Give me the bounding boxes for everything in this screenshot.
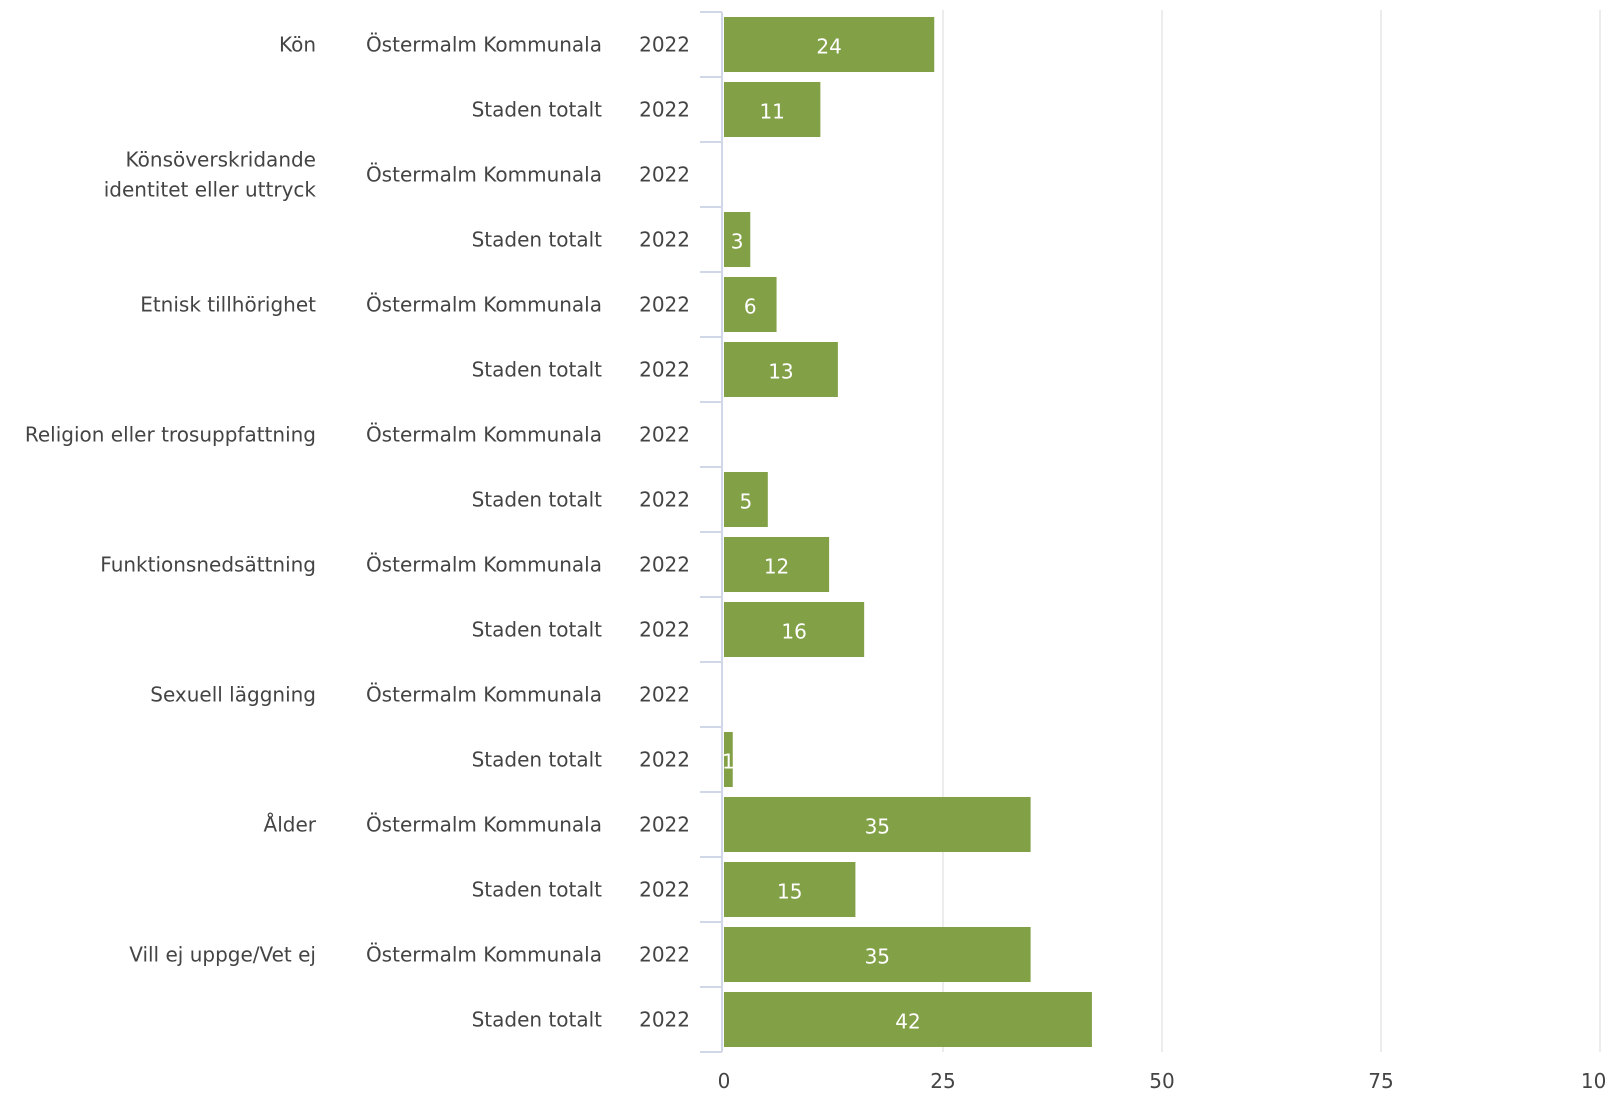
x-tick-label: 0 xyxy=(718,1069,731,1093)
bar xyxy=(724,472,768,527)
bar-value-label: 3 xyxy=(731,230,744,254)
unit-label: Östermalm Kommunala xyxy=(366,163,602,187)
year-label: 2022 xyxy=(639,423,690,447)
bar xyxy=(724,342,838,397)
unit-label: Staden totalt xyxy=(472,358,603,382)
year-label: 2022 xyxy=(639,943,690,967)
year-label: 2022 xyxy=(639,33,690,57)
category-label: Sexuell läggning xyxy=(150,683,316,707)
bar-value-label: 12 xyxy=(764,555,789,579)
bar-value-label: 13 xyxy=(768,360,793,384)
unit-label: Staden totalt xyxy=(472,488,603,512)
unit-label: Östermalm Kommunala xyxy=(366,813,602,837)
bar-value-label: 6 xyxy=(744,295,757,319)
x-axis-ticks: 0 25 50 75 100 xyxy=(718,1069,1606,1093)
year-label: 2022 xyxy=(639,358,690,382)
category-label: Etnisk tillhörighet xyxy=(140,293,316,317)
bar xyxy=(724,82,821,137)
x-tick-label: 100 xyxy=(1581,1069,1606,1093)
unit-label: Östermalm Kommunala xyxy=(366,293,602,317)
bar-value-label: 35 xyxy=(865,945,890,969)
year-label: 2022 xyxy=(639,553,690,577)
unit-label: Staden totalt xyxy=(472,748,603,772)
category-label: Vill ej uppge/Vet ej xyxy=(129,943,316,967)
year-label: 2022 xyxy=(639,683,690,707)
year-label: 2022 xyxy=(639,813,690,837)
bar xyxy=(724,17,935,72)
unit-label: Östermalm Kommunala xyxy=(366,683,602,707)
year-label: 2022 xyxy=(639,163,690,187)
bar xyxy=(724,212,751,267)
year-label: 2022 xyxy=(639,1008,690,1032)
x-tick-label: 50 xyxy=(1149,1069,1174,1093)
bar xyxy=(724,862,856,917)
bar xyxy=(724,602,865,657)
category-label: Kön xyxy=(279,33,316,57)
bar xyxy=(724,797,1031,852)
bar xyxy=(724,732,733,787)
bar-value-label: 1 xyxy=(722,750,735,774)
unit-label: Staden totalt xyxy=(472,878,603,902)
bar-value-label: 16 xyxy=(781,620,806,644)
x-tick-label: 75 xyxy=(1368,1069,1393,1093)
category-label: Könsöverskridande xyxy=(126,148,316,172)
year-label: 2022 xyxy=(639,618,690,642)
bar-value-label: 24 xyxy=(816,35,841,59)
year-label: 2022 xyxy=(639,488,690,512)
category-label: identitet eller uttryck xyxy=(104,178,317,202)
year-label: 2022 xyxy=(639,98,690,122)
unit-label: Östermalm Kommunala xyxy=(366,943,602,967)
gridlines xyxy=(942,10,1601,1052)
bar xyxy=(724,277,777,332)
category-label: Funktionsnedsättning xyxy=(100,553,316,577)
unit-label: Staden totalt xyxy=(472,98,603,122)
unit-label: Staden totalt xyxy=(472,228,603,252)
unit-label: Staden totalt xyxy=(472,1008,603,1032)
unit-label: Staden totalt xyxy=(472,618,603,642)
year-label: 2022 xyxy=(639,293,690,317)
unit-label: Östermalm Kommunala xyxy=(366,553,602,577)
category-labels: Kön Östermalm Kommunala 2022 Staden totalt 2… xyxy=(25,33,690,1032)
category-label: Ålder xyxy=(264,813,317,837)
bar-value-label: 15 xyxy=(777,880,802,904)
category-label: Religion eller trosuppfattning xyxy=(25,423,316,447)
bar-value-label: 42 xyxy=(895,1010,920,1034)
year-label: 2022 xyxy=(639,878,690,902)
year-label: 2022 xyxy=(639,228,690,252)
bar-value-label: 5 xyxy=(740,490,753,514)
unit-label: Östermalm Kommunala xyxy=(366,33,602,57)
category-axis xyxy=(700,11,723,1053)
x-tick-label: 25 xyxy=(930,1069,955,1093)
unit-label: Östermalm Kommunala xyxy=(366,423,602,447)
year-label: 2022 xyxy=(639,748,690,772)
bar-value-label: 11 xyxy=(759,100,784,124)
bar xyxy=(724,927,1031,982)
bar xyxy=(724,537,830,592)
bar xyxy=(724,992,1092,1047)
bar-value-label: 35 xyxy=(865,815,890,839)
